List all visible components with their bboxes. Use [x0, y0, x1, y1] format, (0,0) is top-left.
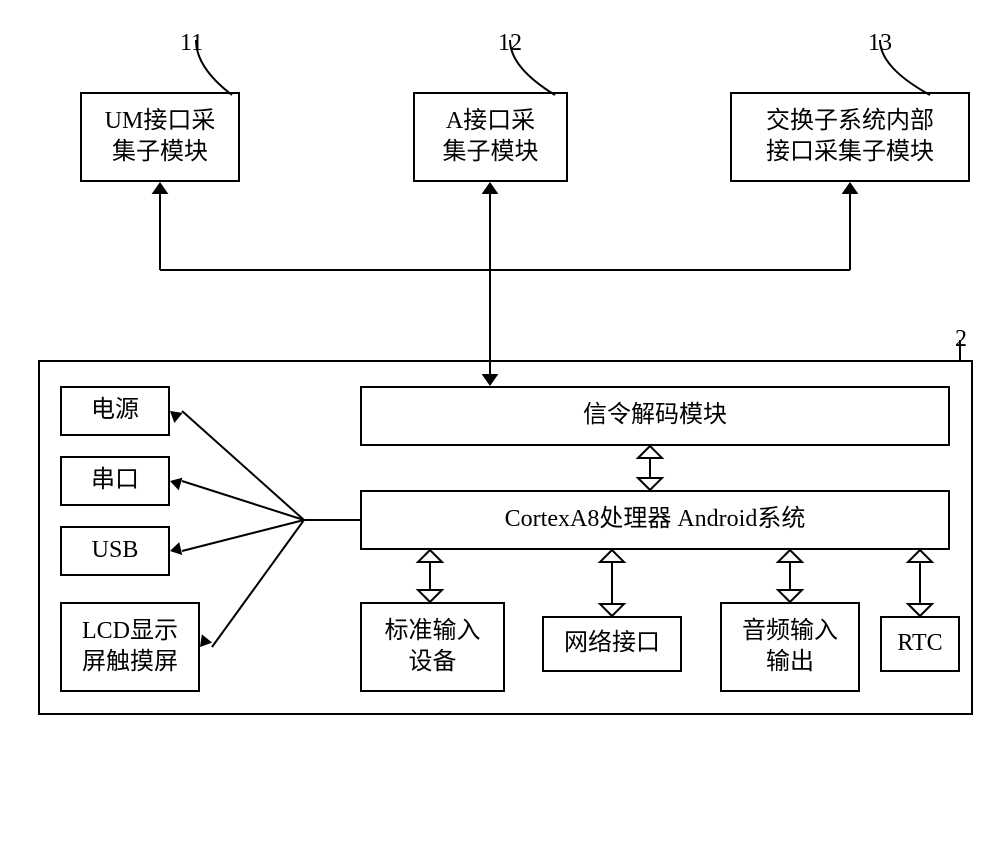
block-a-interface: A接口采集子模块 — [413, 92, 568, 182]
block-audio: 音频输入输出 — [720, 602, 860, 692]
block-text: LCD显示屏触摸屏 — [82, 616, 178, 678]
block-um-interface: UM接口采集子模块 — [80, 92, 240, 182]
block-text: 信令解码模块 — [583, 400, 727, 431]
block-lcd: LCD显示屏触摸屏 — [60, 602, 200, 692]
block-usb: USB — [60, 526, 170, 576]
block-network: 网络接口 — [542, 616, 682, 672]
block-text: RTC — [897, 628, 942, 659]
block-serial: 串口 — [60, 456, 170, 506]
block-text: A接口采集子模块 — [443, 106, 539, 168]
block-text: CortexA8处理器 Android系统 — [505, 504, 806, 535]
block-cpu: CortexA8处理器 Android系统 — [360, 490, 950, 550]
block-text: USB — [92, 535, 139, 566]
block-power: 电源 — [60, 386, 170, 436]
block-signal-decode: 信令解码模块 — [360, 386, 950, 446]
block-rtc: RTC — [880, 616, 960, 672]
label-12: 12 — [498, 30, 522, 57]
block-text: 电源 — [91, 395, 139, 426]
label-11: 11 — [180, 30, 203, 57]
block-text: 标准输入设备 — [385, 616, 481, 678]
block-text: 网络接口 — [564, 628, 660, 659]
block-text: 交换子系统内部接口采集子模块 — [766, 106, 934, 168]
block-std-input: 标准输入设备 — [360, 602, 505, 692]
block-text: 音频输入输出 — [742, 616, 838, 678]
block-text: 串口 — [91, 465, 139, 496]
block-text: UM接口采集子模块 — [105, 106, 216, 168]
label-13: 13 — [868, 30, 892, 57]
block-switch-subsystem: 交换子系统内部接口采集子模块 — [730, 92, 970, 182]
label-2: 2 — [955, 326, 967, 353]
